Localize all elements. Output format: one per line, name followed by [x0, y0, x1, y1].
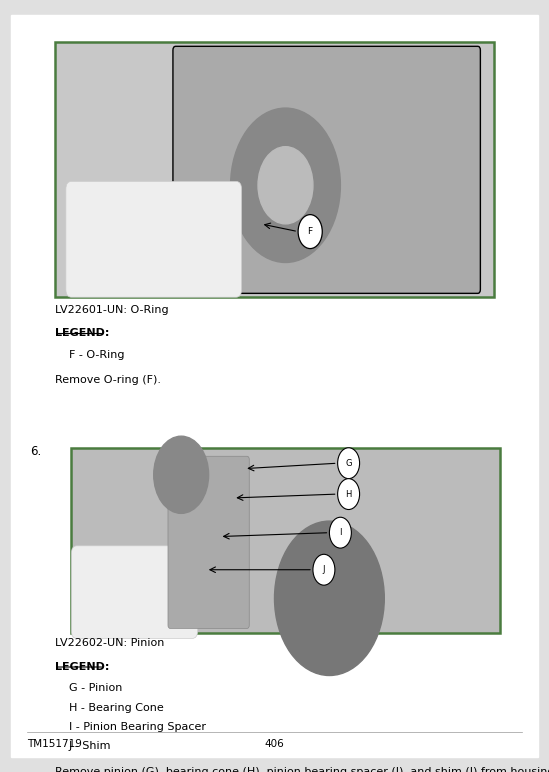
- FancyBboxPatch shape: [168, 456, 249, 628]
- Circle shape: [338, 479, 360, 510]
- Circle shape: [329, 517, 351, 548]
- FancyBboxPatch shape: [66, 181, 242, 297]
- FancyBboxPatch shape: [71, 448, 500, 633]
- Circle shape: [338, 448, 360, 479]
- FancyBboxPatch shape: [11, 15, 538, 757]
- Text: J: J: [323, 565, 325, 574]
- Text: Remove O-ring (F).: Remove O-ring (F).: [55, 375, 161, 385]
- Text: F: F: [307, 227, 313, 236]
- Circle shape: [258, 147, 313, 224]
- Text: Remove pinion (G), bearing cone (H), pinion bearing spacer (I), and shim (J) fro: Remove pinion (G), bearing cone (H), pin…: [55, 767, 549, 772]
- Text: H - Bearing Cone: H - Bearing Cone: [69, 703, 164, 713]
- Text: LEGEND:: LEGEND:: [55, 662, 109, 672]
- FancyBboxPatch shape: [55, 42, 494, 297]
- FancyBboxPatch shape: [71, 546, 198, 638]
- Text: H: H: [345, 489, 352, 499]
- Text: LV22602-UN: Pinion: LV22602-UN: Pinion: [55, 638, 164, 648]
- Text: 6.: 6.: [30, 445, 41, 459]
- Text: LV22601-UN: O-Ring: LV22601-UN: O-Ring: [55, 305, 169, 315]
- Text: G - Pinion: G - Pinion: [69, 683, 122, 693]
- Text: LEGEND:: LEGEND:: [55, 328, 109, 338]
- Circle shape: [313, 554, 335, 585]
- Text: 406: 406: [265, 739, 284, 749]
- Text: I - Pinion Bearing Spacer: I - Pinion Bearing Spacer: [69, 722, 206, 732]
- Text: TM151719: TM151719: [27, 739, 82, 749]
- Text: J - Shim: J - Shim: [69, 741, 111, 751]
- Text: F - O-Ring: F - O-Ring: [69, 350, 124, 360]
- Circle shape: [231, 108, 340, 262]
- Circle shape: [154, 436, 209, 513]
- Circle shape: [274, 521, 384, 676]
- Circle shape: [298, 215, 322, 249]
- Text: G: G: [345, 459, 352, 468]
- FancyBboxPatch shape: [173, 46, 480, 293]
- Text: I: I: [339, 528, 341, 537]
